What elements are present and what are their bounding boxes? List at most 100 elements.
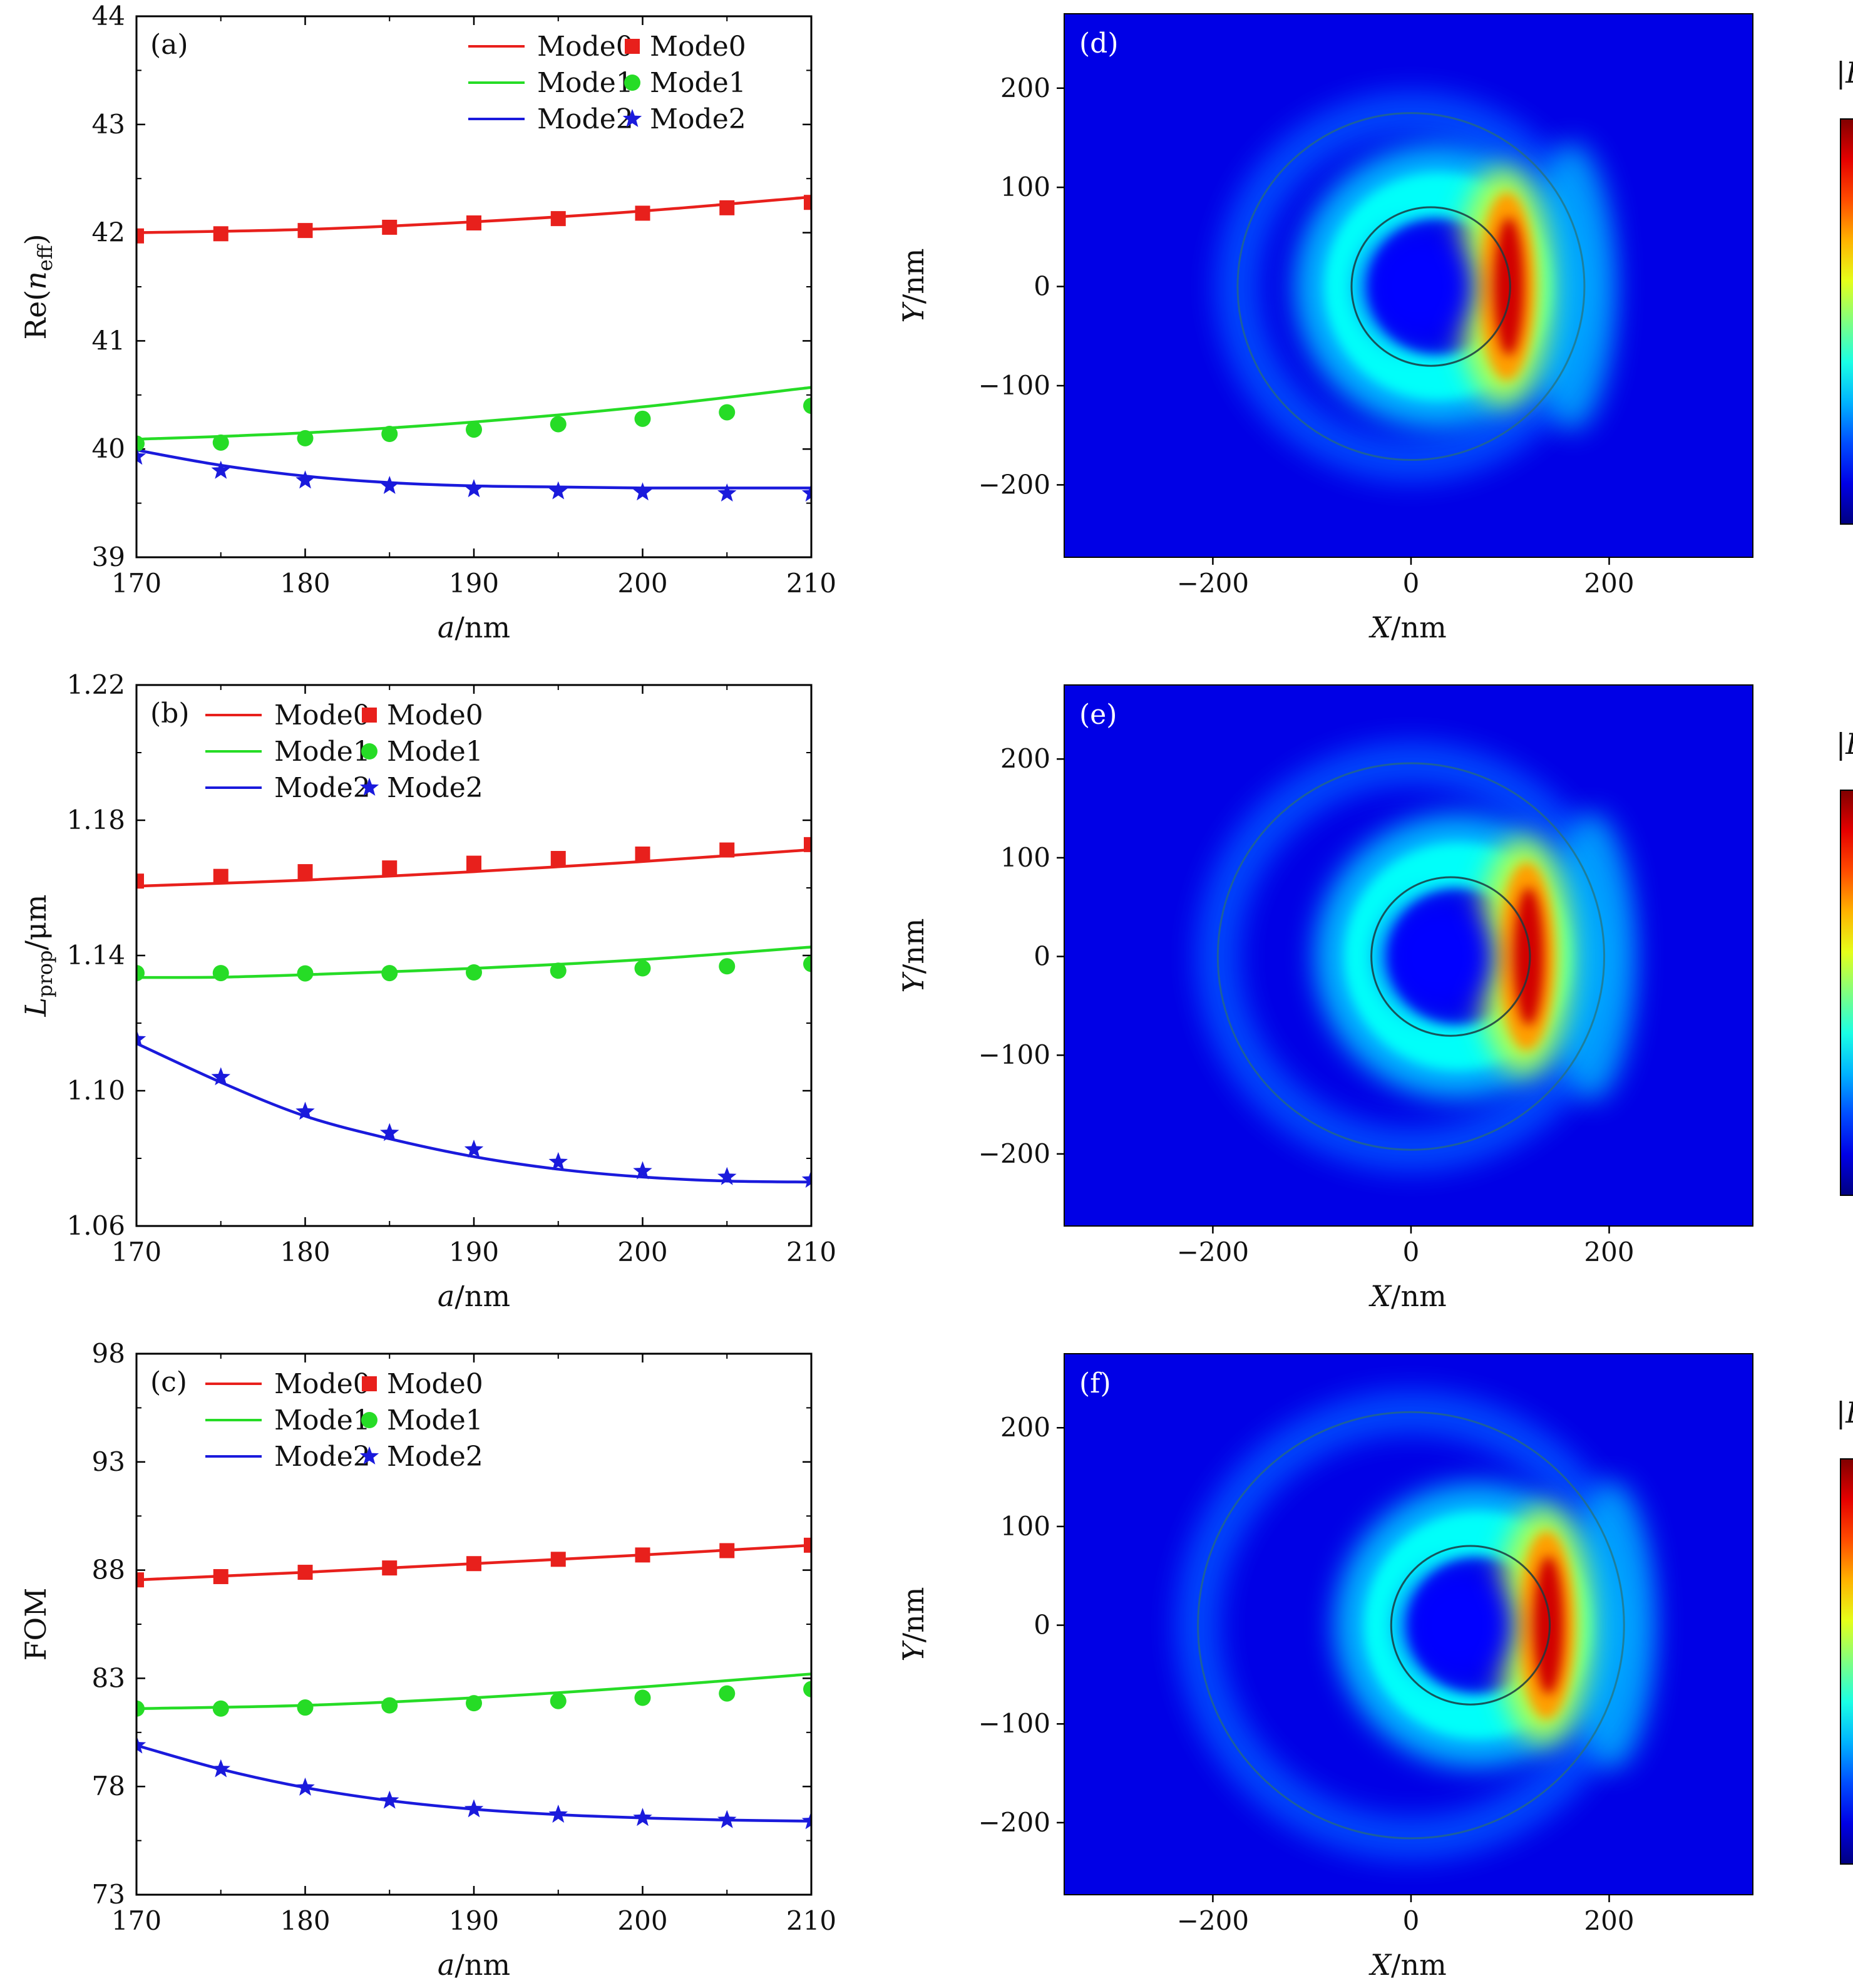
x-axis-label-var: X [1368,610,1392,644]
data-point-mode2 [380,1123,399,1141]
data-point-mode0 [550,1552,566,1567]
x-tick-label: 0 [1403,1237,1420,1267]
data-point-mode2 [717,1167,737,1185]
series-group [136,195,811,502]
x-axis-label-var: a [438,1279,454,1313]
legend-marker-label: Mode2 [387,1441,483,1473]
y-axis-label-part: L [19,997,53,1017]
legend-line-label: Mode0 [274,699,371,731]
x-tick-label: 200 [617,1905,667,1936]
data-point-mode1 [634,960,651,977]
plot-frame [135,1352,813,1896]
legend-marker-swatch [361,1412,377,1428]
x-tick-label: 170 [111,568,162,599]
map-frame [1064,1353,1753,1895]
x-tick-label: 180 [280,1237,330,1267]
colorbar [1840,790,1853,1196]
y-tick-label: 0 [1034,941,1050,972]
x-tick-label: 190 [449,1237,499,1267]
data-point-mode1 [550,416,567,433]
data-point-mode2 [717,483,737,502]
x-axis-label-unit: /nm [454,1948,510,1982]
x-axis-label-var: X [1368,1279,1392,1313]
x-tick-label: 170 [111,1905,162,1936]
data-point-mode0 [136,873,144,889]
y-tick-label: 200 [1000,73,1050,103]
legend-marker-label: Mode2 [650,103,746,135]
data-point-mode0 [550,211,566,227]
data-point-mode2 [801,1811,811,1830]
y-axis-label-sub: prop [33,950,57,997]
y-axis-label-var: Y [896,1640,930,1662]
colorbar-label-bar: | [1836,1396,1846,1429]
series-group [136,1537,811,1830]
legend: Mode0 Mode0 Mode1 Mode1 Mode2 Mode2 [468,31,746,135]
x-tick-label: 200 [1584,1237,1634,1267]
data-point-mode1 [212,1700,229,1717]
y-tick-label: −200 [978,469,1050,500]
data-point-mode0 [635,847,650,862]
x-axis-label-unit: /nm [454,1279,510,1313]
x-axis-label-var: a [438,1948,454,1982]
x-axis-label-unit: /nm [1391,1948,1447,1982]
legend-marker-swatch [362,1376,377,1391]
y-axis-label-unit: /nm [896,1587,930,1642]
y-tick-label: 41 [92,325,125,356]
legend-line-label: Mode1 [537,67,634,99]
x-axis-label: X/nm [1368,1948,1447,1982]
data-point-mode2 [136,1029,146,1048]
outer-shell-outline [1197,1411,1625,1840]
data-point-mode2 [633,482,652,501]
colorbar-label: |E| [1836,56,1853,90]
data-point-mode0 [804,195,811,210]
data-point-mode2 [380,476,399,494]
y-tick-label: 0 [1034,1610,1050,1640]
data-point-mode2 [633,1161,652,1180]
x-axis-label: a/nm [438,1948,510,1982]
legend: Mode0 Mode0 Mode1 Mode1 Mode2 Mode2 [205,699,483,804]
data-point-mode2 [295,1777,315,1796]
legend-marker-label: Mode1 [387,736,483,768]
data-point-mode2 [136,1735,146,1754]
data-point-mode2 [295,470,315,489]
x-tick-label: 210 [786,568,836,599]
plot-frame [135,15,813,559]
data-point-mode0 [804,837,811,852]
data-point-mode2 [633,1808,652,1826]
y-tick-label: 73 [92,1879,125,1910]
panel-tag: (b) [150,698,190,729]
data-point-mode1 [466,421,482,438]
y-tick-label: 0 [1034,271,1050,302]
data-point-mode2 [464,1799,484,1818]
x-tick-label: −200 [1177,1905,1249,1936]
data-point-mode2 [136,446,146,465]
data-point-mode2 [464,479,484,498]
legend-line-label: Mode0 [537,31,634,63]
x-tick-label: 190 [449,1905,499,1936]
data-point-mode2 [548,481,568,500]
series-line-mode2 [136,1042,811,1184]
y-axis-label-sub: eff [33,244,57,271]
x-tick-label: 210 [786,1237,836,1267]
x-axis-label-unit: /nm [1391,1279,1447,1313]
data-point-mode1 [297,430,314,446]
y-tick-label: 83 [92,1662,125,1693]
data-point-mode1 [212,965,229,982]
x-axis-label: a/nm [438,1279,510,1313]
data-point-mode1 [803,955,811,972]
data-point-mode1 [136,965,145,982]
x-axis-label: X/nm [1368,610,1447,644]
y-tick-label: 39 [92,542,125,572]
legend-line-label: Mode0 [274,1368,371,1400]
colorbar-label-bar: | [1836,56,1846,90]
data-point-mode0 [297,1565,313,1580]
y-tick-label: 1.06 [66,1210,125,1241]
data-point-mode0 [719,200,735,215]
data-point-mode0 [382,219,398,235]
legend-line-label: Mode2 [274,1441,371,1473]
y-axis-label: Lprop/μm [19,894,57,1017]
data-point-mode2 [717,1810,737,1828]
data-point-mode0 [635,205,650,221]
